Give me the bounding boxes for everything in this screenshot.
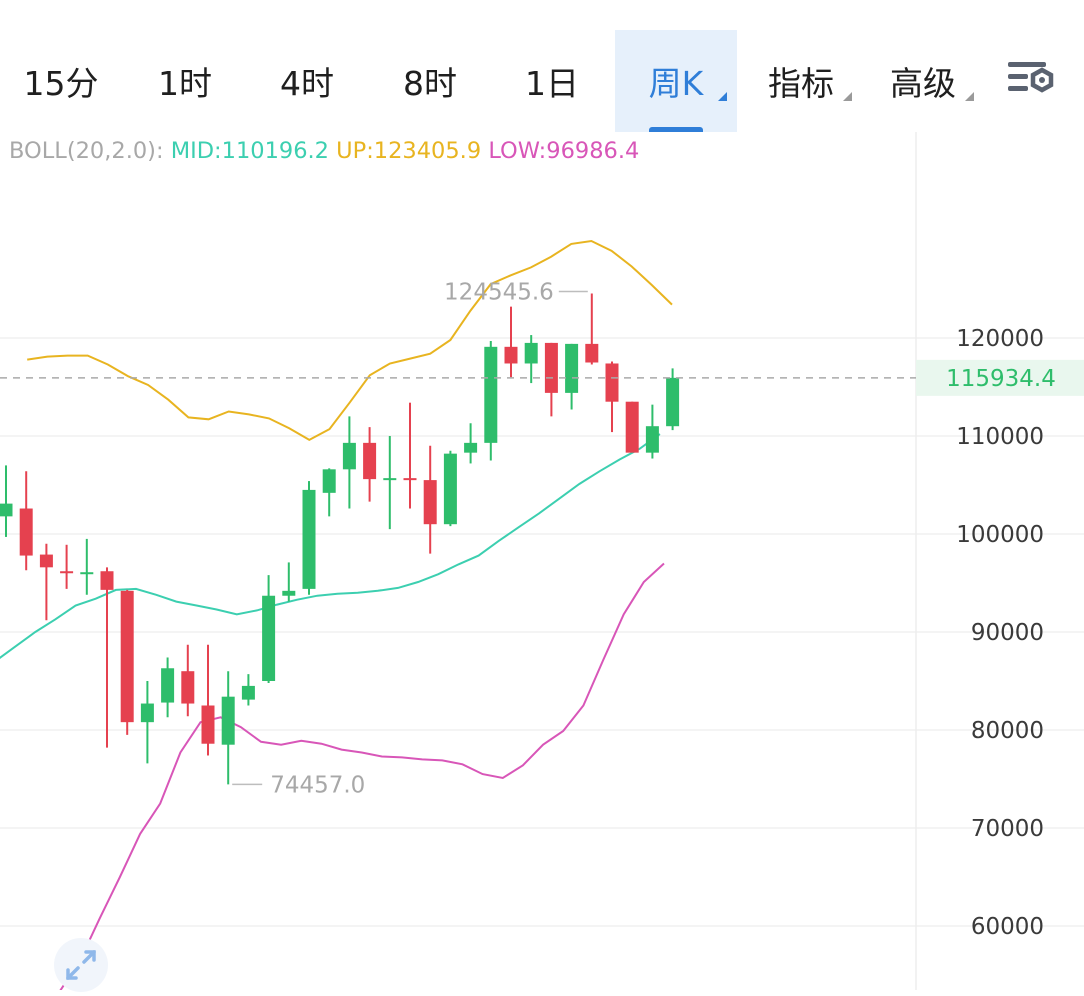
boll-legend: BOLL(20,2.0): MID:110196.2 UP:123405.9 L… (9, 138, 639, 164)
candle-body (363, 442, 377, 480)
tab-advanced[interactable]: 高级 (862, 30, 984, 132)
candle-body (666, 377, 680, 427)
tab-1h[interactable]: 1时 (124, 30, 246, 132)
candle-body (565, 343, 579, 393)
candle-body (625, 401, 639, 453)
candle-body (161, 668, 175, 703)
tab-label: 15分 (23, 64, 99, 103)
y-tick-label: 70000 (971, 816, 1044, 842)
tab-label: 周K (648, 64, 704, 103)
candle-body (19, 508, 33, 556)
chart-settings-button[interactable] (1004, 56, 1058, 104)
expand-chart-button[interactable] (54, 938, 108, 992)
candle-body (544, 342, 558, 393)
candle-body (645, 426, 659, 453)
tab-1d[interactable]: 1日 (491, 30, 613, 132)
boll-low-line (59, 562, 665, 990)
candle-body (181, 671, 195, 704)
y-tick-label: 90000 (971, 620, 1044, 646)
candle-body (201, 705, 215, 744)
tab-indicators[interactable]: 指标 (740, 30, 862, 132)
boll-legend-name: BOLL(20,2.0): (9, 138, 164, 164)
dropdown-triangle-icon (843, 92, 852, 101)
y-tick-label: 110000 (956, 424, 1044, 450)
active-tab-indicator (649, 127, 703, 132)
timeframe-tab-bar: 15分 1时 4时 8时 1日 周K 指标 高级 (0, 0, 1084, 132)
candle-body (484, 346, 498, 443)
current-price-tag (916, 359, 1084, 396)
tab-4h[interactable]: 4时 (246, 30, 368, 132)
candle-body (221, 696, 235, 745)
candle-body (39, 554, 53, 568)
candle-body (443, 453, 457, 525)
tab-label: 指标 (768, 64, 834, 103)
candle-body (464, 442, 478, 453)
tab-label: 1日 (525, 64, 579, 103)
low-annotation-label: 74457.0 (270, 772, 365, 798)
high-annotation-label: 124545.6 (444, 279, 554, 305)
chart-settings-icon (1008, 62, 1054, 93)
expand-arrows-icon (66, 950, 96, 980)
tab-weekly[interactable]: 周K (615, 30, 737, 132)
candle-body (605, 363, 619, 402)
boll-legend-up: UP:123405.9 (336, 138, 482, 164)
boll-up-line (27, 239, 673, 442)
candle-body (342, 442, 356, 470)
candle-body (302, 489, 316, 589)
y-tick-label: 120000 (956, 326, 1044, 352)
current-price-label: 115934.4 (946, 366, 1056, 392)
y-tick-label: 100000 (956, 522, 1044, 548)
boll-legend-low: LOW:96986.4 (488, 138, 640, 164)
candle-body (0, 503, 13, 517)
candle-body (60, 571, 74, 574)
tab-label: 4时 (280, 64, 334, 103)
candle-body (322, 469, 336, 493)
candle-body (383, 478, 397, 481)
dropdown-triangle-icon (718, 92, 727, 101)
candle-body (423, 480, 437, 525)
boll-legend-mid: MID:110196.2 (170, 138, 330, 164)
y-tick-label: 60000 (971, 914, 1044, 940)
tab-label: 1时 (158, 64, 212, 103)
dropdown-triangle-icon (965, 92, 974, 101)
boll-mid-line (0, 433, 661, 659)
tab-label: 高级 (890, 64, 956, 103)
tab-8h[interactable]: 8时 (369, 30, 491, 132)
candle-body (403, 478, 417, 481)
candle-body (262, 595, 276, 681)
y-tick-label: 80000 (971, 718, 1044, 744)
candle-body (100, 571, 114, 590)
tab-15m[interactable]: 15分 (0, 30, 122, 132)
candle-body (504, 346, 518, 364)
tab-label: 8时 (403, 64, 457, 103)
candle-body (241, 685, 255, 700)
candle-body (120, 590, 134, 723)
candle-body (282, 590, 296, 596)
candle-body (140, 703, 154, 723)
candle-body (585, 343, 599, 363)
candle-body (80, 572, 94, 575)
candle-body (524, 342, 538, 364)
